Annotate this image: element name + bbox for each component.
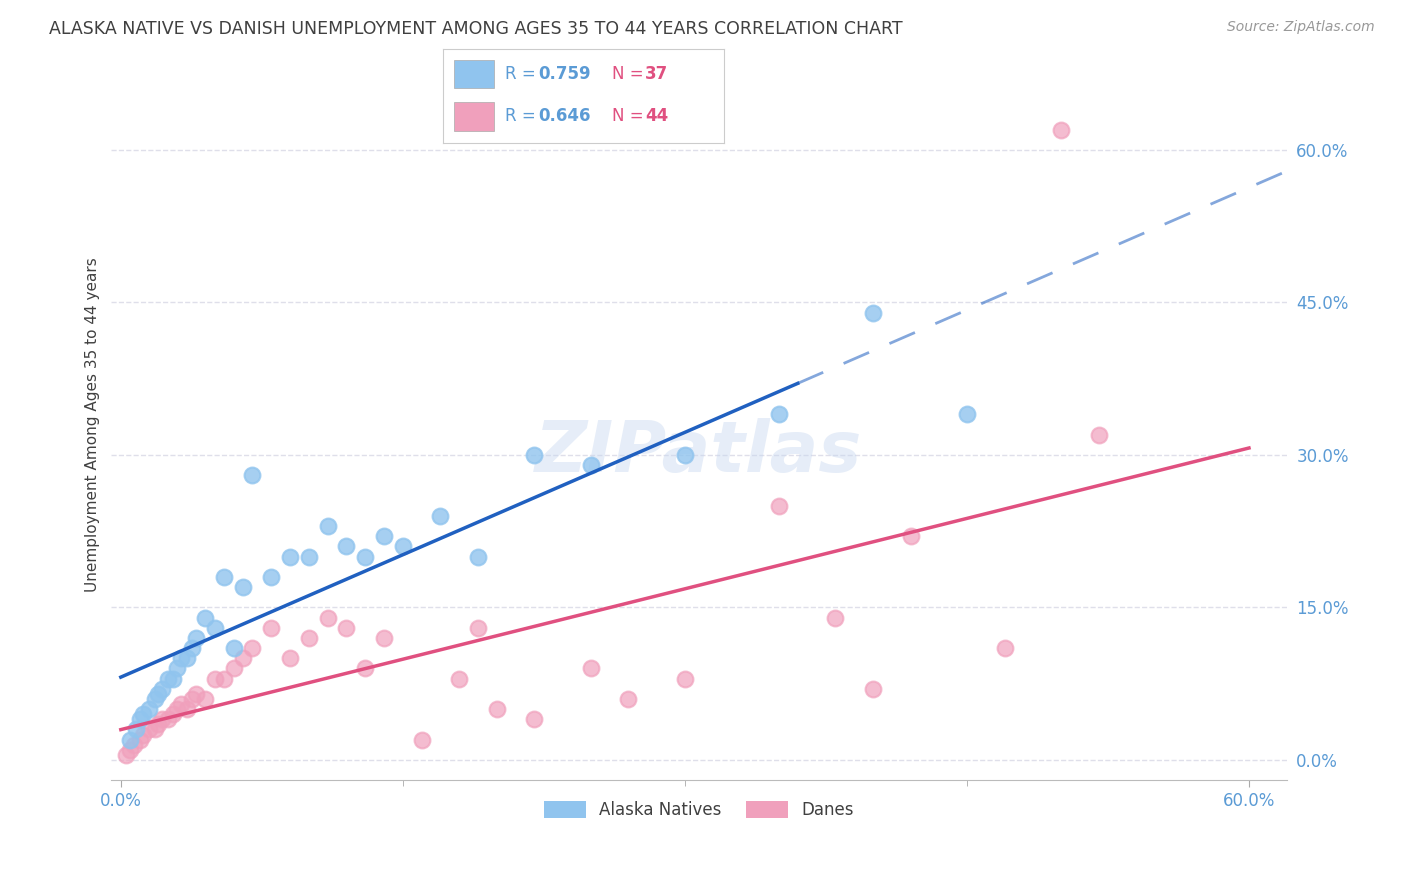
Point <box>143 723 166 737</box>
Point <box>1050 122 1073 136</box>
Text: 0.759: 0.759 <box>538 65 591 83</box>
Text: N =: N = <box>612 65 648 83</box>
Point <box>222 641 245 656</box>
Bar <box>454 61 494 88</box>
Point <box>956 407 979 421</box>
Point <box>298 631 321 645</box>
Point <box>181 692 204 706</box>
Point <box>768 499 790 513</box>
Point <box>222 661 245 675</box>
Point <box>162 672 184 686</box>
Point <box>120 743 142 757</box>
Point <box>148 687 170 701</box>
Text: 44: 44 <box>645 108 669 126</box>
Point <box>260 621 283 635</box>
Point <box>115 747 138 762</box>
Point <box>212 570 235 584</box>
Point <box>523 448 546 462</box>
Text: R =: R = <box>505 108 541 126</box>
Text: 37: 37 <box>645 65 669 83</box>
Point <box>166 702 188 716</box>
Point <box>862 681 884 696</box>
Point <box>1087 427 1109 442</box>
Point <box>170 651 193 665</box>
Point <box>204 672 226 686</box>
Point <box>298 549 321 564</box>
Point <box>316 610 339 624</box>
Point <box>232 580 254 594</box>
Point <box>132 707 155 722</box>
Point <box>166 661 188 675</box>
Point <box>128 732 150 747</box>
Text: R =: R = <box>505 65 541 83</box>
Point <box>335 540 357 554</box>
Point <box>122 738 145 752</box>
Text: N =: N = <box>612 108 648 126</box>
Point <box>429 508 451 523</box>
Point <box>824 610 846 624</box>
Point <box>138 723 160 737</box>
Point <box>579 661 602 675</box>
Point <box>316 519 339 533</box>
Point <box>162 707 184 722</box>
Point <box>176 702 198 716</box>
Point <box>120 732 142 747</box>
Bar <box>454 103 494 130</box>
Point <box>449 672 471 686</box>
Point <box>212 672 235 686</box>
Point <box>184 687 207 701</box>
Point <box>354 549 377 564</box>
Point <box>150 712 173 726</box>
Text: 0.646: 0.646 <box>538 108 591 126</box>
Point <box>204 621 226 635</box>
Point <box>143 692 166 706</box>
Point <box>278 549 301 564</box>
Point <box>260 570 283 584</box>
Point <box>278 651 301 665</box>
Point <box>467 549 489 564</box>
Point <box>485 702 508 716</box>
Point <box>148 717 170 731</box>
Legend: Alaska Natives, Danes: Alaska Natives, Danes <box>537 794 860 825</box>
Point <box>354 661 377 675</box>
Point <box>184 631 207 645</box>
Point <box>194 610 217 624</box>
Point <box>993 641 1015 656</box>
Point <box>673 448 696 462</box>
Text: ZIPatlas: ZIPatlas <box>536 418 863 487</box>
Point <box>467 621 489 635</box>
Point <box>170 697 193 711</box>
Point <box>150 681 173 696</box>
Point <box>373 631 395 645</box>
Y-axis label: Unemployment Among Ages 35 to 44 years: Unemployment Among Ages 35 to 44 years <box>86 257 100 591</box>
Point <box>128 712 150 726</box>
Point <box>156 672 179 686</box>
Point <box>176 651 198 665</box>
Point <box>181 641 204 656</box>
Point <box>138 702 160 716</box>
Point <box>132 727 155 741</box>
Point <box>335 621 357 635</box>
Point <box>523 712 546 726</box>
Point <box>579 458 602 472</box>
Text: ALASKA NATIVE VS DANISH UNEMPLOYMENT AMONG AGES 35 TO 44 YEARS CORRELATION CHART: ALASKA NATIVE VS DANISH UNEMPLOYMENT AMO… <box>49 20 903 37</box>
Point <box>392 540 415 554</box>
Point <box>617 692 640 706</box>
Point <box>900 529 922 543</box>
Point <box>768 407 790 421</box>
Text: Source: ZipAtlas.com: Source: ZipAtlas.com <box>1227 20 1375 34</box>
Point <box>232 651 254 665</box>
Point <box>125 723 148 737</box>
Point <box>862 305 884 319</box>
Point <box>673 672 696 686</box>
Point <box>194 692 217 706</box>
Point <box>411 732 433 747</box>
Point <box>242 641 264 656</box>
Point <box>242 468 264 483</box>
Point <box>156 712 179 726</box>
Point <box>373 529 395 543</box>
